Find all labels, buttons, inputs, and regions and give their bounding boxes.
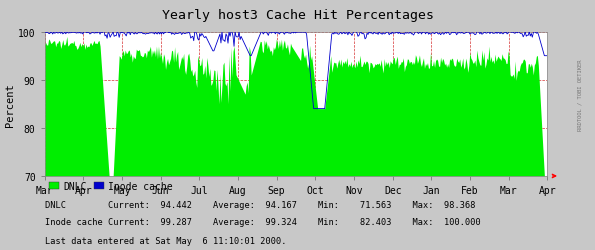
Text: Inode cache Current:  99.287    Average:  99.324    Min:    82.403    Max:  100.: Inode cache Current: 99.287 Average: 99.… — [45, 218, 480, 226]
Text: DNLC        Current:  94.442    Average:  94.167    Min:    71.563    Max:  98.3: DNLC Current: 94.442 Average: 94.167 Min… — [45, 200, 475, 209]
Text: Last data entered at Sat May  6 11:10:01 2000.: Last data entered at Sat May 6 11:10:01 … — [45, 236, 286, 245]
Text: Yearly host3 Cache Hit Percentages: Yearly host3 Cache Hit Percentages — [161, 9, 434, 22]
Legend: DNLC, Inode cache: DNLC, Inode cache — [49, 181, 173, 191]
Y-axis label: Percent: Percent — [5, 82, 15, 126]
Text: RRDTOOL / TOBI OETIKER: RRDTOOL / TOBI OETIKER — [578, 60, 583, 130]
